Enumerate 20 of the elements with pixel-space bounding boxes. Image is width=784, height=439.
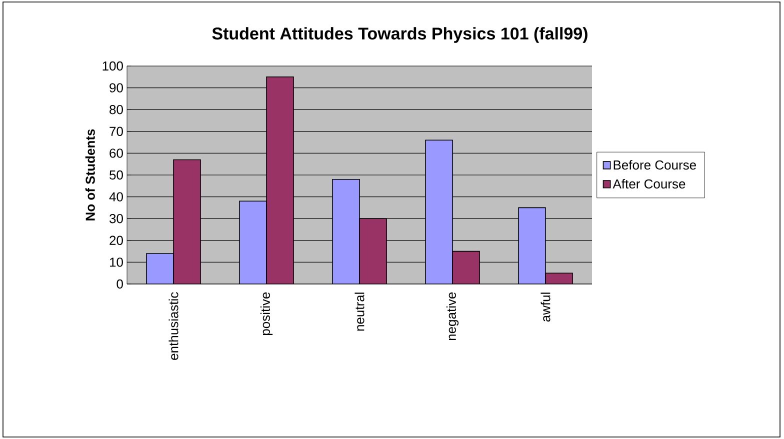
x-tick-label: neutral — [354, 292, 364, 331]
y-tick-label: 100 — [102, 61, 123, 71]
x-tick-label: enthusiastic — [168, 292, 178, 360]
x-tick-label: negative — [446, 292, 459, 340]
y-tick-label: 60 — [110, 148, 123, 158]
chart-title: Student Attitudes Towards Physics 101 (fall99) — [212, 27, 588, 43]
y-tick-label: 0 — [116, 279, 123, 289]
y-tick-label: 40 — [109, 192, 123, 202]
x-tick-label: positive — [260, 292, 273, 336]
y-tick-label: 30 — [110, 214, 123, 224]
legend-label: After Course — [612, 178, 686, 189]
y-tick-label: 90 — [110, 83, 123, 92]
y-tick-label: 50 — [110, 170, 123, 180]
y-tick-label: 20 — [110, 236, 123, 245]
y-tick-label: 80 — [110, 104, 123, 114]
y-tick-label: 10 — [110, 258, 123, 267]
y-axis-title: No of Students — [85, 129, 95, 220]
x-tick-label: awful — [540, 292, 550, 322]
legend-label: Before Course — [614, 160, 696, 170]
y-tick-label: 70 — [110, 126, 123, 136]
